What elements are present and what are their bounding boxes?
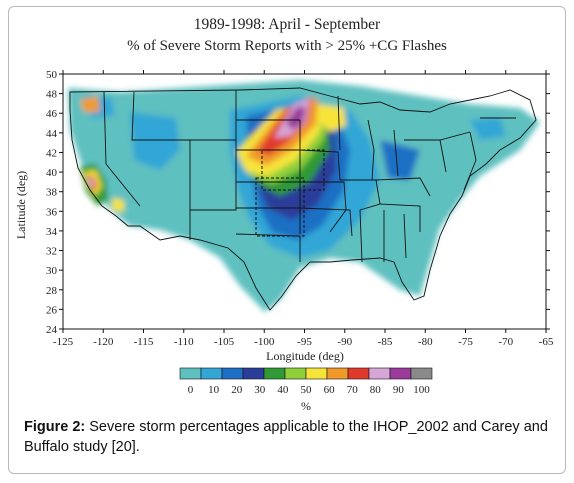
colorbar-swatch bbox=[410, 367, 433, 380]
y-tick-label: 24 bbox=[46, 324, 58, 336]
colorbar-swatch bbox=[305, 367, 328, 380]
y-tick-label: 44 bbox=[46, 128, 58, 140]
x-tick-label: -85 bbox=[378, 336, 393, 348]
colorbar: 0 10 20 30 40 50 60 70 80 90 100 bbox=[179, 367, 433, 396]
y-tick-label: 34 bbox=[46, 226, 58, 238]
y-axis: 24 26 28 30 32 34 36 38 40 42 44 46 48 50 bbox=[46, 69, 550, 336]
figure-title: 1989-1998: April - September bbox=[193, 16, 381, 33]
y-tick-label: 38 bbox=[46, 187, 58, 199]
y-tick-label: 42 bbox=[46, 147, 57, 159]
colorbar-swatch bbox=[242, 367, 265, 380]
colorbar-unit: % bbox=[301, 399, 311, 413]
colorbar-tick-label: 0 bbox=[188, 384, 194, 396]
x-tick-label: -100 bbox=[254, 336, 275, 348]
colorbar-tick-label: 100 bbox=[413, 384, 430, 396]
x-tick-label: -110 bbox=[174, 336, 194, 348]
colorbar-swatch bbox=[326, 367, 349, 380]
x-tick-label: -90 bbox=[337, 336, 352, 348]
colorbar-tick-label: 70 bbox=[347, 384, 359, 396]
heatmap-field bbox=[68, 80, 540, 312]
colorbar-tick-label: 80 bbox=[370, 384, 382, 396]
y-tick-label: 32 bbox=[46, 246, 57, 258]
state-boundaries bbox=[69, 87, 537, 311]
x-tick-label: -75 bbox=[458, 336, 473, 348]
x-tick-label: -80 bbox=[418, 336, 433, 348]
figure-subtitle: % of Severe Storm Reports with > 25% +CG… bbox=[127, 38, 447, 54]
y-tick-label: 46 bbox=[46, 108, 58, 120]
y-tick-label: 50 bbox=[46, 69, 58, 81]
colorbar-swatch bbox=[200, 367, 223, 380]
x-tick-label: -105 bbox=[214, 336, 235, 348]
y-tick-label: 40 bbox=[46, 167, 58, 179]
x-tick-label: -70 bbox=[498, 336, 513, 348]
colorbar-swatch bbox=[284, 367, 307, 380]
colorbar-tick-label: 90 bbox=[393, 384, 405, 396]
x-tick-label: -95 bbox=[297, 336, 312, 348]
colorbar-tick-label: 40 bbox=[277, 384, 289, 396]
x-axis-label: Longitude (deg) bbox=[266, 349, 344, 363]
colorbar-swatch bbox=[221, 367, 244, 380]
x-tick-label: -125 bbox=[53, 336, 74, 348]
y-tick-label: 28 bbox=[46, 285, 58, 297]
study-domain-boxes bbox=[255, 149, 325, 237]
x-tick-label: -115 bbox=[134, 336, 154, 348]
figure-caption: Figure 2: Severe storm percentages appli… bbox=[24, 417, 554, 457]
colorbar-tick-label: 60 bbox=[324, 384, 336, 396]
caption-label: Figure 2: bbox=[24, 419, 86, 435]
y-tick-label: 30 bbox=[46, 265, 58, 277]
colorbar-tick-label: 50 bbox=[301, 384, 313, 396]
colorbar-swatch bbox=[179, 367, 202, 380]
x-tick-label: -65 bbox=[539, 336, 554, 348]
colorbar-tick-label: 20 bbox=[231, 384, 243, 396]
y-tick-label: 48 bbox=[46, 89, 58, 101]
colorbar-swatch bbox=[347, 367, 370, 380]
y-tick-label: 36 bbox=[46, 206, 58, 218]
y-tick-label: 26 bbox=[46, 304, 58, 316]
colorbar-swatch bbox=[368, 367, 391, 380]
x-axis: -125 -120 -115 -110 -105 -100 -95 -90 -85 -80 -75 -… bbox=[53, 70, 554, 348]
colorbar-tick-label: 10 bbox=[208, 384, 220, 396]
y-axis-label: Latitude (deg) bbox=[14, 171, 28, 239]
x-tick-label: -120 bbox=[93, 336, 114, 348]
colorbar-tick-label: 30 bbox=[254, 384, 266, 396]
caption-text: Severe storm percentages applicable to t… bbox=[24, 419, 548, 455]
colorbar-swatch bbox=[263, 367, 286, 380]
colorbar-swatch bbox=[389, 367, 412, 380]
